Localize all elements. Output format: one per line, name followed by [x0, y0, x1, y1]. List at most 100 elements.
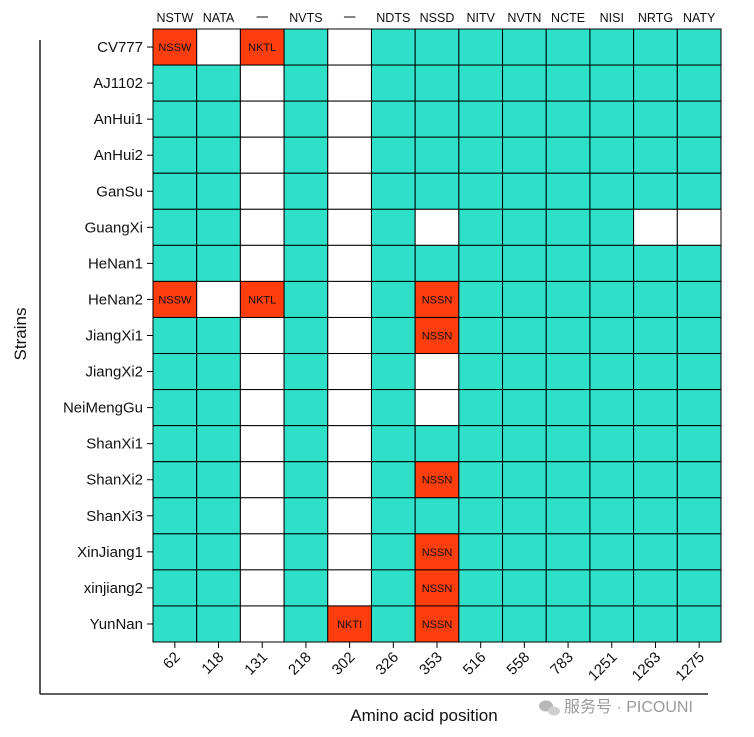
heatmap-cell	[502, 425, 547, 463]
x-tick-labels: 62 118 131 218 302 326 353 516 558 783 1251 1263 127…	[160, 642, 708, 684]
heatmap-cell	[152, 316, 198, 355]
heatmap-cell	[633, 425, 678, 463]
heatmap-cell	[239, 605, 285, 643]
y-tick-label: YunNan	[90, 616, 143, 633]
heatmap-cell	[370, 172, 416, 210]
heatmap-cell	[370, 605, 416, 643]
heatmap-cell	[589, 461, 635, 499]
heatmap-cell	[283, 280, 329, 318]
heatmap-cell	[633, 208, 678, 246]
heatmap-cell	[545, 425, 591, 463]
x-tick-label: 302	[329, 649, 359, 679]
heatmap-cell	[545, 100, 591, 138]
heatmap-cell	[152, 64, 198, 102]
heatmap-cell	[589, 136, 635, 174]
heatmap-cell	[633, 461, 678, 499]
heatmap-cell	[676, 136, 722, 174]
heatmap-cell	[196, 208, 241, 246]
y-tick-label: HeNan2	[88, 291, 143, 308]
heatmap-cell	[414, 353, 460, 391]
heatmap-cell	[152, 605, 198, 643]
heatmap-cell	[239, 389, 285, 427]
heatmap-cell	[414, 461, 460, 499]
heatmap-cell	[633, 244, 678, 282]
heatmap-cell	[458, 389, 504, 427]
heatmap-cell	[283, 172, 329, 210]
heatmap-cell	[283, 208, 329, 246]
heatmap-cell	[502, 533, 547, 571]
heatmap-cell	[414, 389, 460, 427]
heatmap-cell	[458, 244, 504, 282]
cell-label: NSSN	[422, 619, 453, 631]
heatmap-cell	[633, 136, 678, 174]
heatmap-cell	[327, 461, 372, 499]
x-tick-label: 1275	[672, 649, 708, 685]
heatmap-cell	[239, 497, 285, 535]
heatmap-cell	[502, 244, 547, 282]
heatmap-cell	[589, 425, 635, 463]
heatmap-cell	[545, 28, 591, 66]
heatmap-cell	[589, 569, 635, 607]
heatmap-cell	[458, 461, 504, 499]
cell-label: NSSW	[158, 294, 192, 306]
heatmap-cell	[283, 244, 329, 282]
heatmap-cell	[283, 425, 329, 463]
cell-labels: NSSW NKTL NSSW NKTL NSSN NSSN NSSN NSSN NSSN NKTI…	[158, 42, 452, 631]
heatmap-cell	[545, 605, 591, 643]
y-tick-label: GanSu	[96, 183, 143, 200]
heatmap-cell	[458, 425, 504, 463]
heatmap-cell	[370, 64, 416, 102]
heatmap-cell	[589, 533, 635, 571]
heatmap-cell	[370, 100, 416, 138]
heatmap-cell	[545, 172, 591, 210]
cell-label: NSSN	[422, 294, 453, 306]
heatmap-cell	[458, 316, 504, 355]
y-tick-label: ShanXi3	[86, 508, 143, 525]
heatmap-cell	[239, 208, 285, 246]
heatmap-cell	[327, 497, 372, 535]
heatmap-cell	[414, 172, 460, 210]
heatmap-cell	[458, 100, 504, 138]
heatmap-cell	[458, 172, 504, 210]
heatmap-cell	[633, 100, 678, 138]
y-tick-label: XinJiang1	[77, 544, 143, 561]
heatmap-cell	[589, 605, 635, 643]
heatmap-cell	[414, 497, 460, 535]
heatmap-cell	[283, 353, 329, 391]
heatmap-cell	[196, 605, 241, 643]
heatmap-cell	[458, 569, 504, 607]
heatmap-cell	[676, 569, 722, 607]
heatmap-cell	[327, 172, 372, 210]
heatmap-cell	[458, 64, 504, 102]
cell-label: NSSN	[422, 583, 453, 595]
heatmap-cell	[370, 136, 416, 174]
heatmap-cell	[196, 569, 241, 607]
heatmap-cell	[633, 605, 678, 643]
heatmap-cell	[545, 208, 591, 246]
heatmap-cell	[152, 244, 198, 282]
heatmap-cell	[239, 244, 285, 282]
heatmap-cell	[589, 64, 635, 102]
heatmap-cell	[502, 136, 547, 174]
cell-label: NSSW	[158, 42, 192, 54]
heatmap-cell	[327, 316, 372, 355]
watermark-text: 服务号 · PICOUNI	[564, 698, 693, 716]
top-label: NISI	[600, 11, 624, 25]
heatmap-cell	[370, 497, 416, 535]
heatmap-cell	[502, 208, 547, 246]
heatmap-cell	[458, 28, 504, 66]
heatmap-cell	[370, 425, 416, 463]
top-label: NVTS	[289, 11, 322, 25]
heatmap-cell	[676, 389, 722, 427]
heatmap-cell	[152, 136, 198, 174]
x-tick-label: 218	[285, 649, 315, 679]
y-tick-label: AnHui2	[94, 147, 143, 164]
heatmap-cell	[633, 533, 678, 571]
heatmap-cell	[327, 208, 372, 246]
top-label: NATY	[683, 11, 716, 25]
heatmap-cell	[283, 497, 329, 535]
top-label: NITV	[466, 11, 495, 25]
heatmap-cell	[676, 172, 722, 210]
top-label: NSSD	[420, 11, 455, 25]
heatmap-cell	[239, 64, 285, 102]
